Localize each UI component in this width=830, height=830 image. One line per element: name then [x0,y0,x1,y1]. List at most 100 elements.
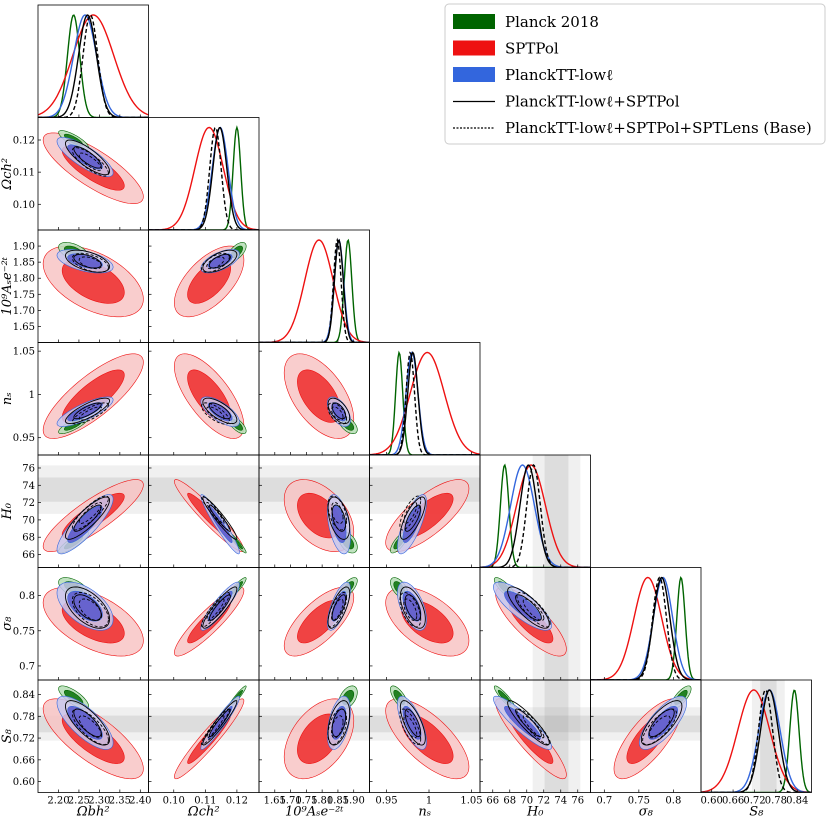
y-tick-label-S8: 0.60 [13,777,35,788]
x-tick-label-H0: 74 [554,796,567,807]
contour-panel-omega_c-ns [174,353,247,439]
x-tick-label-S8: 0.84 [786,796,808,807]
y-tick-label-H0: 66 [22,550,35,561]
marginal-planck2018-ns [369,350,480,455]
marginal-planck2018-sigma8 [590,576,701,680]
contour-combined-95 [202,496,238,540]
marginal-base-ns [369,351,480,455]
marginal-planck2018-omega_c [148,125,259,230]
marginal-planck2018-S8 [701,689,812,793]
prior-band-H0-col [544,455,569,568]
contour-base-68 [331,406,344,421]
x-tick-label-omega_c: 0.12 [226,796,248,807]
marginal-panel-As [259,237,370,343]
x-tick-label-omega_b: 2.35 [109,796,131,807]
x-tick-label-ns: 0.95 [375,796,397,807]
contour-base-95 [327,402,348,425]
contour-base-95 [516,708,551,746]
contour-panel-omega_b-H0 [42,479,144,555]
y-tick-label-S8: 0.66 [13,755,35,766]
contour-panel-ns-sigma8 [385,577,470,657]
contour-base-68 [331,502,344,524]
x-tick-label-sigma8: 0.75 [628,796,650,807]
contour-panel-H0-S8 [493,685,567,780]
y-tick-label-As: 1.90 [13,242,35,253]
x-tick-label-omega_b: 2.20 [47,796,69,807]
legend-label: PlanckTT-lowℓ+SPTPol+SPTLens (Base) [505,119,812,137]
marginal-panel-S8 [701,689,812,793]
y-axis-label-sigma8: σ₈ [0,616,15,631]
y-tick-label-H0: 74 [22,481,35,492]
contour-base-95 [642,708,677,746]
x-tick-label-S8: 0.60 [701,796,723,807]
x-tick-label-omega_b: 2.40 [129,796,151,807]
y-axis-label-ns: nₛ [0,392,15,405]
x-tick-label-S8: 0.72 [743,796,765,807]
legend-label: PlanckTT-lowℓ+SPTPol [505,93,680,111]
contour-base-95 [327,708,348,746]
y-tick-label-omega_c: 0.12 [13,136,35,147]
x-tick-label-omega_b: 2.30 [88,796,110,807]
x-tick-label-As: 1.80 [311,796,333,807]
contour-panel-omega_b-S8 [42,685,144,780]
x-tick-label-As: 1.90 [343,796,365,807]
x-axis-label-omega_b: Ωbh² [76,805,110,820]
marginal-planckTT-sigma8 [590,576,701,680]
contour-base-68 [206,715,225,739]
contour-combined-68 [73,253,102,269]
marginal-sptpol-H0 [480,464,591,568]
legend-label: SPTPol [505,40,559,58]
contour-panel-H0-sigma8 [493,577,567,657]
contour-base-68 [78,598,103,621]
contour-combined-68 [208,708,231,738]
contour-combined-95 [399,496,426,540]
contour-base-95 [201,402,230,425]
contour-combined-95 [65,586,111,629]
contour-combined-95 [65,496,111,540]
legend-swatch [453,40,495,56]
marginal-combined-ns [369,351,480,455]
marginal-sptpol-omega_b [38,14,149,116]
contour-combined-68 [73,708,102,738]
marginal-sptpol-S8 [701,689,812,793]
contour-combined-95 [202,249,238,273]
contour-base-68 [648,715,671,739]
y-axis-label-As: 10⁹Aₛe⁻²ᵗ [0,256,15,315]
y-tick-label-H0: 70 [22,515,35,526]
y-tick-label-omega_c: 0.11 [13,168,35,179]
contour-planckTT-68 [648,705,679,740]
contour-base-68 [522,598,545,621]
contour-base-68 [78,256,103,270]
marginal-combined-sigma8 [590,576,701,680]
y-tick-label-S8: 0.72 [13,734,35,745]
contour-base-68 [522,715,545,739]
contour-base-95 [201,495,230,531]
legend: Planck 2018 SPTPol PlanckTT-lowℓ PlanckTT-l… [444,3,826,145]
contour-base-95 [327,495,348,531]
x-tick-label-H0: 68 [503,796,516,807]
x-tick-label-omega_b: 2.25 [68,796,90,807]
legend-label: PlanckTT-lowℓ [505,66,613,84]
contour-base-95 [516,592,551,628]
contour-combined-68 [208,253,231,269]
contour-combined-95 [65,397,111,425]
contour-combined-95 [202,700,238,746]
y-tick-label-As: 1.85 [13,258,35,269]
contour-combined-95 [327,496,351,540]
contour-planckTT-68 [504,590,541,622]
x-tick-label-omega_c: 0.10 [163,796,185,807]
contour-combined-95 [65,139,111,176]
marginal-sptpol-ns [369,351,480,455]
contour-panel-As-sigma8 [283,577,358,657]
y-tick-label-omega_c: 0.10 [13,200,35,211]
y-axis-label-omega_c: Ωch² [0,158,15,191]
y-tick-label-H0: 76 [22,463,35,474]
contour-combined-68 [73,402,102,420]
marginal-planck2018-As [259,238,370,343]
x-tick-label-sigma8: 0.7 [596,796,612,807]
contour-base-95 [71,495,109,531]
panel-frame [369,342,481,456]
marginal-combined-As [259,238,370,343]
panel-frame [700,679,812,793]
